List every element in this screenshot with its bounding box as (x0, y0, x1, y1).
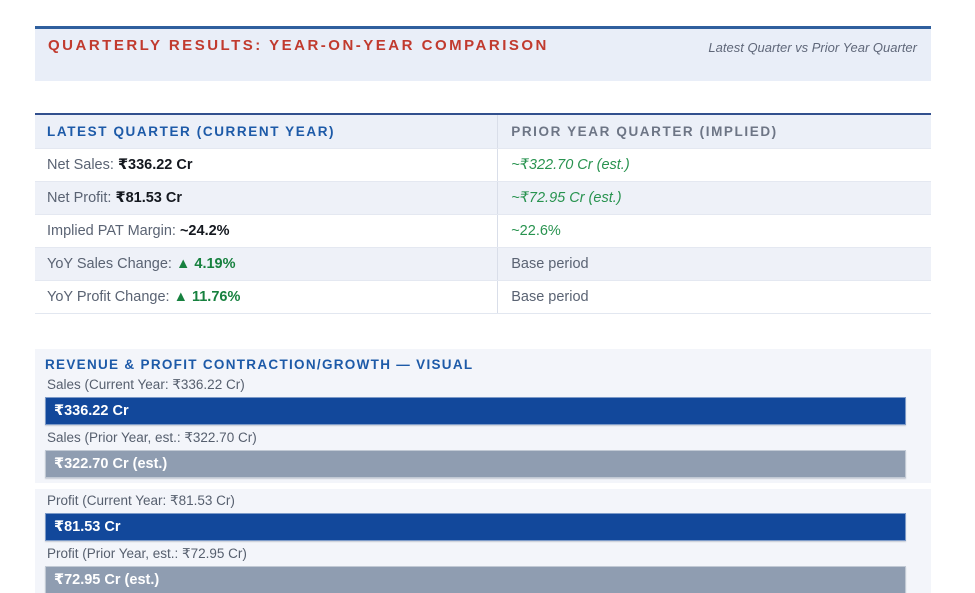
bar-sales-current: ₹336.22 Cr (45, 397, 906, 425)
cell-prior: ~₹322.70 Cr (est.) (498, 149, 931, 181)
results-table: LATEST QUARTER (CURRENT YEAR) PRIOR YEAR… (35, 113, 931, 314)
cell-current: YoY Sales Change: ▲ 4.19% (35, 248, 499, 280)
row-label: Net Profit: (47, 190, 112, 206)
visual-sales-panel: REVENUE & PROFIT CONTRACTION/GROWTH — VI… (35, 349, 931, 483)
table-header-row: LATEST QUARTER (CURRENT YEAR) PRIOR YEAR… (35, 115, 931, 149)
cell-current: Net Profit: ₹81.53 Cr (35, 182, 499, 214)
row-label: YoY Sales Change: (47, 256, 172, 272)
header-subtitle: Latest Quarter vs Prior Year Quarter (708, 40, 917, 55)
bar-sales-prior: ₹322.70 Cr (est.) (45, 450, 906, 478)
bar-label-profit-prior: Profit (Prior Year, est.: ₹72.95 Cr) (47, 546, 247, 561)
table-row-yoy-profit: YoY Profit Change: ▲ 11.76% Base period (35, 281, 931, 313)
bar-profit-prior: ₹72.95 Cr (est.) (45, 566, 906, 593)
visual-section-title: REVENUE & PROFIT CONTRACTION/GROWTH — VI… (45, 357, 474, 372)
column-header-current-year: LATEST QUARTER (CURRENT YEAR) (35, 115, 499, 148)
row-label: Net Sales: (47, 157, 114, 173)
header-band: QUARTERLY RESULTS: YEAR-ON-YEAR COMPARIS… (35, 26, 931, 81)
cell-prior: ~₹72.95 Cr (est.) (498, 182, 931, 214)
cell-prior: ~22.6% (498, 215, 931, 247)
row-value: ~24.2% (179, 223, 230, 239)
table-row-pat-margin: Implied PAT Margin: ~24.2% ~22.6% (35, 215, 931, 248)
bar-label-sales-prior: Sales (Prior Year, est.: ₹322.70 Cr) (47, 430, 257, 445)
prior-value: ~22.6% (511, 223, 561, 239)
prior-value: Base period (511, 289, 589, 305)
table-row-net-profit: Net Profit: ₹81.53 Cr ~₹72.95 Cr (est.) (35, 182, 931, 215)
prior-value: ~₹72.95 Cr (est.) (511, 190, 622, 206)
cell-prior: Base period (498, 281, 931, 313)
cell-current: Net Sales: ₹336.22 Cr (35, 149, 499, 181)
column-header-prior-year: PRIOR YEAR QUARTER (IMPLIED) (511, 124, 778, 139)
prior-value: Base period (511, 256, 589, 272)
table-row-yoy-sales: YoY Sales Change: ▲ 4.19% Base period (35, 248, 931, 281)
row-label: Implied PAT Margin: (47, 223, 176, 239)
cell-current: Implied PAT Margin: ~24.2% (35, 215, 499, 247)
row-label: YoY Profit Change: (47, 289, 170, 305)
row-value: ₹81.53 Cr (115, 190, 183, 206)
row-value-with-up-triangle-icon: ▲ 11.76% (173, 289, 241, 305)
bar-profit-current: ₹81.53 Cr (45, 513, 906, 541)
page-title: QUARTERLY RESULTS: YEAR-ON-YEAR COMPARIS… (48, 37, 549, 54)
bar-label-profit-current: Profit (Current Year: ₹81.53 Cr) (47, 493, 235, 508)
visual-profit-panel: Profit (Current Year: ₹81.53 Cr) ₹81.53 … (35, 489, 931, 593)
cell-current: YoY Profit Change: ▲ 11.76% (35, 281, 499, 313)
bar-label-sales-current: Sales (Current Year: ₹336.22 Cr) (47, 377, 245, 392)
prior-value: ~₹322.70 Cr (est.) (511, 157, 630, 173)
report-page: QUARTERLY RESULTS: YEAR-ON-YEAR COMPARIS… (35, 26, 931, 593)
row-value-with-up-triangle-icon: ▲ 4.19% (176, 256, 236, 272)
cell-prior: Base period (498, 248, 931, 280)
row-value: ₹336.22 Cr (117, 157, 193, 173)
table-row-net-sales: Net Sales: ₹336.22 Cr ~₹322.70 Cr (est.) (35, 149, 931, 182)
